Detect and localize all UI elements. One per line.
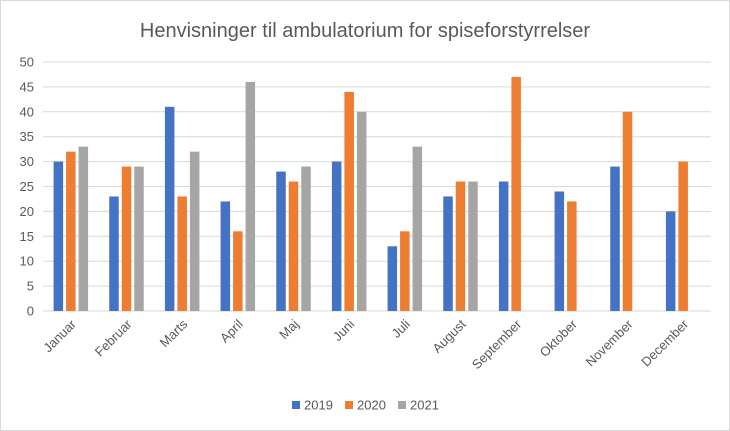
bar-2020-februar: [121, 166, 132, 311]
bar-2019-januar: [53, 161, 64, 311]
y-tick-label: 35: [20, 129, 34, 144]
x-tick-label: September: [469, 316, 525, 372]
bar-2019-juli: [387, 246, 398, 311]
bar-2021-februar: [134, 166, 144, 311]
legend-swatch-2020: [345, 401, 353, 409]
y-tick-label: 45: [20, 79, 34, 94]
x-tick-label: December: [638, 316, 691, 369]
y-tick-label: 25: [20, 179, 34, 194]
x-axis-ticks: Januar Februar Marts April Maj Juni Juli August…: [40, 316, 692, 372]
chart-title: Henvisninger til ambulatorium for spisef…: [140, 20, 590, 42]
legend-swatch-2021: [398, 401, 406, 409]
bar-2020-april: [233, 231, 243, 311]
bar-2020-januar: [66, 151, 76, 311]
bar-2019-december: [665, 211, 676, 311]
bar-2021-juni: [356, 111, 367, 311]
y-tick-label: 5: [27, 279, 34, 294]
bar-2021-januar: [78, 146, 89, 311]
y-tick-label: 0: [27, 304, 34, 319]
bar-2019-juni: [331, 161, 342, 311]
y-tick-label: 10: [20, 254, 34, 269]
bar-2020-august: [455, 181, 466, 311]
bar-2021-april: [245, 81, 256, 311]
y-axis-ticks: 0 5 10 15 20 25 30 35 40 45 50: [20, 55, 34, 319]
bars: [53, 76, 688, 311]
x-tick-label: Oktober: [537, 316, 581, 360]
x-tick-label: November: [583, 316, 636, 369]
x-tick-label: Januar: [40, 316, 79, 355]
legend-label-2020: 2020: [357, 398, 386, 413]
bar-2020-juni: [344, 91, 354, 311]
bar-2019-september: [498, 181, 509, 311]
bar-2021-marts: [189, 151, 200, 311]
y-tick-label: 30: [20, 154, 34, 169]
x-tick-label: Juli: [389, 316, 413, 340]
legend-swatch-2019: [292, 401, 300, 409]
gridlines: [43, 61, 711, 312]
legend-label-2021: 2021: [410, 398, 439, 413]
bar-2020-juli: [400, 231, 410, 311]
bar-2021-maj: [301, 166, 311, 311]
x-tick-label: April: [217, 316, 246, 345]
bar-2019-april: [220, 201, 231, 311]
x-tick-label: Marts: [157, 316, 191, 350]
bar-2021-juli: [412, 146, 423, 311]
bar-2019-februar: [109, 196, 119, 311]
bar-2020-oktober: [567, 201, 577, 311]
bar-2019-november: [610, 166, 620, 311]
bar-2019-august: [443, 196, 453, 311]
y-tick-label: 15: [20, 229, 34, 244]
legend-label-2019: 2019: [304, 398, 333, 413]
y-tick-label: 50: [20, 55, 34, 70]
legend: 2019 2020 2021: [292, 398, 439, 413]
bar-2020-september: [511, 76, 521, 311]
bar-2019-maj: [276, 171, 286, 311]
bar-2020-marts: [177, 196, 187, 311]
y-tick-label: 40: [20, 104, 34, 119]
y-tick-label: 20: [20, 204, 34, 219]
bar-2019-oktober: [554, 191, 565, 311]
x-tick-label: Juni: [330, 316, 358, 344]
bar-2021-august: [468, 181, 478, 311]
bar-2019-marts: [164, 106, 175, 311]
bar-2020-december: [678, 161, 688, 311]
bar-2020-november: [622, 111, 633, 311]
x-tick-label: Maj: [276, 316, 301, 341]
x-tick-label: Februar: [92, 316, 135, 359]
x-tick-label: August: [429, 316, 468, 355]
bar-2020-maj: [288, 181, 299, 311]
